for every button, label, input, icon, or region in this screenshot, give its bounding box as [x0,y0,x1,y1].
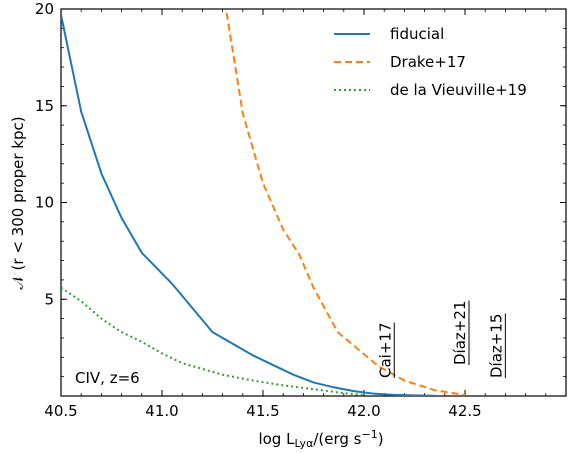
legend-label: Drake+17 [390,53,466,71]
annotation-label: Cai+17 [376,323,394,379]
y-tick-label: 20 [35,0,54,18]
x-axis-label-close: ) [378,430,384,448]
y-tick-label: 15 [35,97,54,115]
x-tick-label: 42.0 [347,402,380,420]
series-line-drake-17 [225,12,466,396]
x-tick-label: 40.5 [44,402,77,420]
annotation-label: Díaz+15 [487,314,505,378]
x-axis-label-main: log L [258,430,295,448]
x-tick-label: 41.5 [246,402,279,420]
annotation-cai-17: Cai+17 [376,322,395,379]
y-tick-label: 5 [44,290,54,308]
series-line-fiducial [61,14,435,396]
x-axis-label: log LLyα/(erg s−1) [258,428,383,450]
legend: fiducial Drake+17 de la Vieuville+19 [334,25,527,99]
annotation-d-az-15: Díaz+15 [487,313,506,378]
y-axis-label: 𝒩 (r < 300 proper kpc) [9,116,27,289]
annotation-d-az-21: Díaz+21 [451,300,470,365]
y-tick-label: 10 [35,194,54,212]
x-axis-label-sub: Lyα [294,437,313,450]
annotation-civ-z6: CIV, z=6 [75,369,140,387]
series-line-de-la-vieuville-19 [61,286,365,396]
series-layer [61,12,466,396]
axis-ticks: 40.5 41.0 41.5 42.0 42.5 5 10 15 20 [35,0,567,420]
annotation-label: Díaz+21 [451,301,469,365]
legend-label: fiducial [390,25,444,43]
x-axis-label-tail: /(erg s [313,430,361,448]
legend-label: de la Vieuville+19 [390,81,527,99]
annotation-layer: CIV, z=6 Cai+17 Díaz+21 Díaz+15 [75,300,506,387]
x-axis-label-exp: −1 [361,428,377,441]
x-tick-label: 41.0 [145,402,178,420]
x-tick-label: 42.5 [448,402,481,420]
